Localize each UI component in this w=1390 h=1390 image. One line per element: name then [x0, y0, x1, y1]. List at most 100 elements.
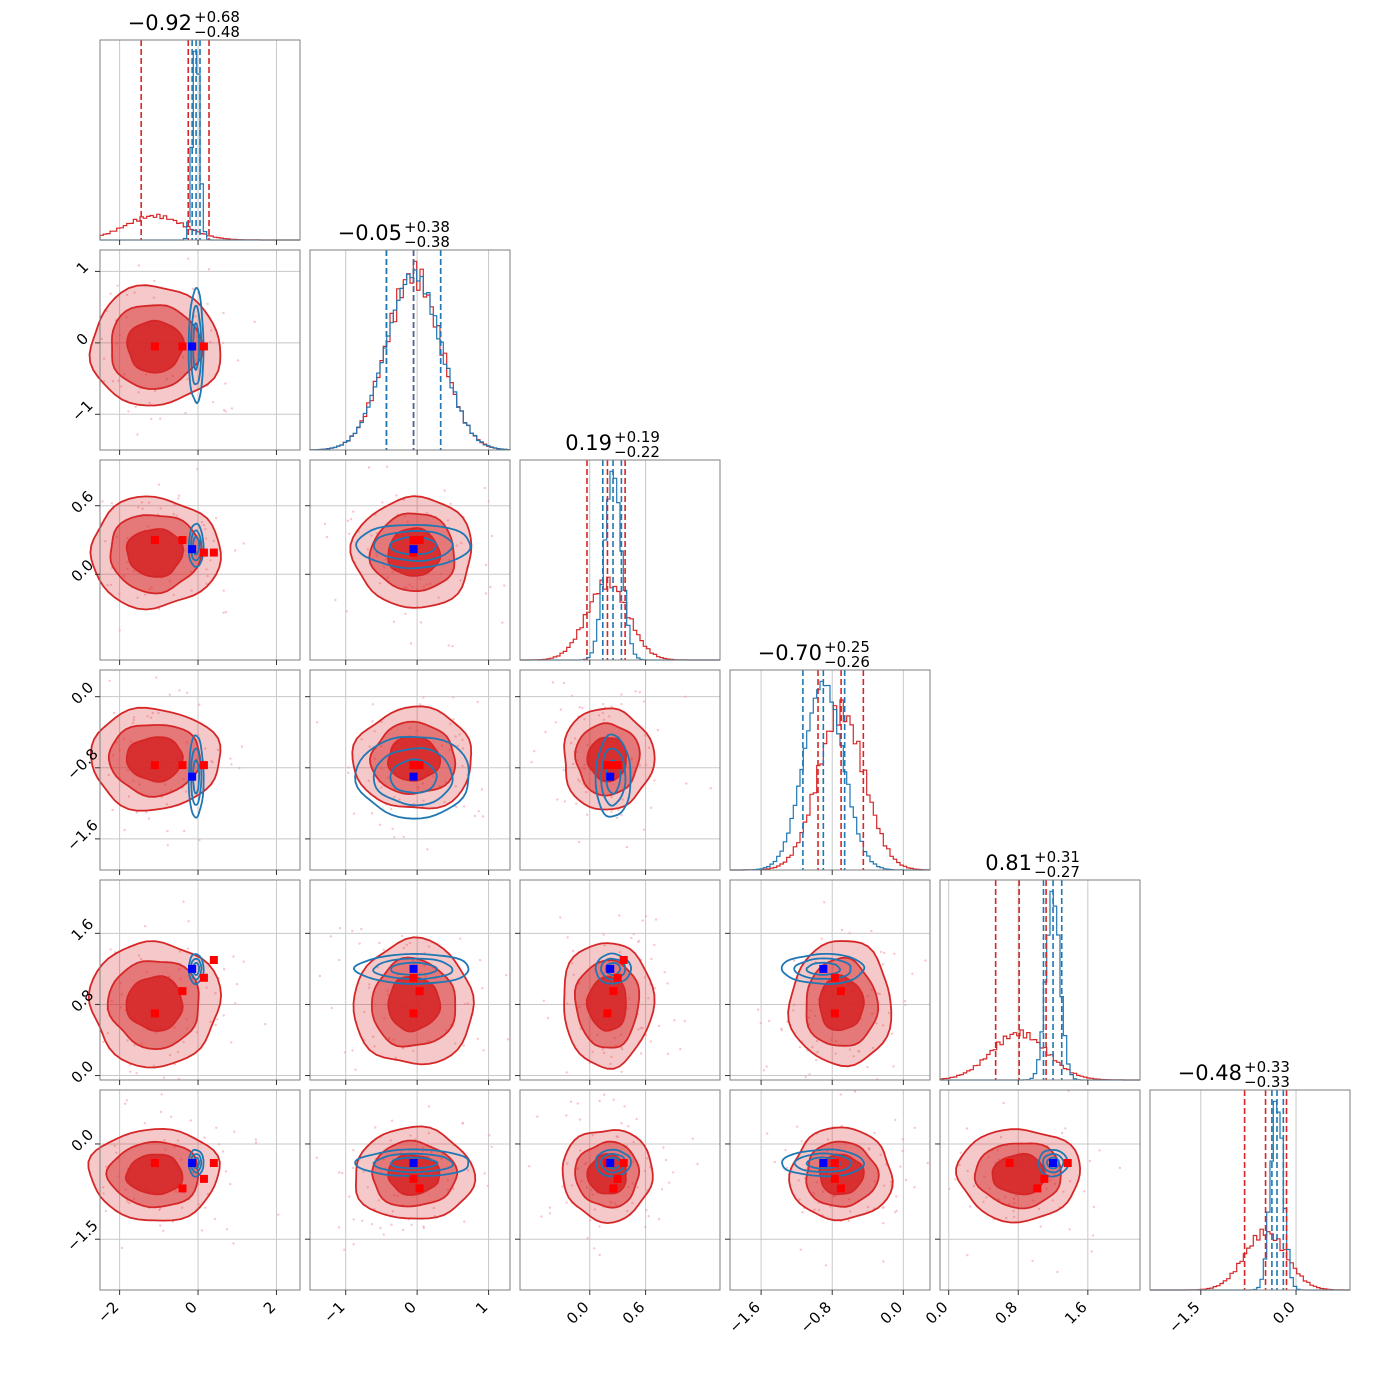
marker-red: [603, 1009, 612, 1018]
scatter-point-red: [338, 927, 342, 930]
scatter-point-red: [1068, 1228, 1071, 1231]
marker-blue: [819, 1159, 828, 1168]
scatter-point-red: [176, 1139, 180, 1142]
scatter-point-red: [126, 1200, 129, 1203]
scatter-point-red: [617, 808, 620, 812]
marker-red: [609, 987, 618, 996]
scatter-point-red: [621, 1048, 624, 1051]
scatter-point-red: [635, 1117, 638, 1121]
scatter-point-red: [610, 705, 613, 708]
contour-blue: [389, 758, 438, 794]
scatter-point-red: [889, 1180, 893, 1184]
scatter-point-red: [390, 1223, 393, 1226]
panel-frame: [99, 1089, 301, 1291]
scatter-point-red: [612, 1098, 615, 1101]
scatter-point-red: [101, 500, 104, 503]
contour-blue: [780, 953, 866, 986]
scatter-point-red: [162, 1229, 165, 1233]
scatter-point-red: [112, 711, 116, 715]
scatter-point-red: [352, 1166, 355, 1170]
scatter-point-red: [792, 1003, 796, 1006]
scatter-point-red: [140, 957, 143, 961]
marker-red: [178, 761, 187, 770]
marker-blue: [1049, 1159, 1058, 1168]
scatter-point-red: [653, 987, 657, 990]
param-title-plus: +0.25: [824, 638, 870, 656]
scatter-point-red: [586, 813, 589, 816]
scatter-point-red: [601, 1048, 604, 1051]
x-tick-label: 1.6: [1061, 1298, 1091, 1328]
scatter-point-red: [891, 1032, 894, 1035]
x-tick-label: 0.8: [991, 1298, 1021, 1328]
scatter-point-red: [800, 1140, 803, 1143]
scatter-point-red: [572, 762, 575, 766]
panel-4-3: [725, 879, 931, 1085]
x-tick-label: −2: [94, 1298, 122, 1326]
scatter-point-red: [150, 417, 153, 421]
x-tick-label: −0.8: [797, 1298, 835, 1336]
scatter-point-red: [643, 976, 647, 979]
scatter-point-red: [815, 1058, 818, 1062]
scatter-point-red: [664, 1158, 668, 1162]
scatter-point-red: [215, 1126, 218, 1130]
scatter-point-red: [882, 1260, 885, 1263]
scatter-point-red: [536, 1115, 539, 1118]
scatter-point-red: [959, 1151, 962, 1155]
scatter-point-red: [573, 737, 577, 740]
scatter-point-red: [797, 1179, 800, 1182]
scatter-point-red: [602, 702, 605, 706]
contour-blue: [390, 961, 439, 976]
marker-blue: [409, 1159, 418, 1168]
scatter-point-red: [351, 929, 354, 933]
marker-red: [409, 1009, 418, 1018]
panel-frame: [1149, 1089, 1351, 1291]
scatter-point-red: [484, 563, 488, 567]
scatter-point-red: [798, 1198, 801, 1201]
scatter-point-red: [683, 1019, 686, 1023]
scatter-point-red: [106, 1032, 110, 1035]
scatter-point-red: [136, 433, 139, 436]
scatter-point-red: [452, 1187, 455, 1191]
scatter-point-red: [618, 951, 622, 954]
scatter-point-red: [128, 1070, 132, 1073]
scatter-point-red: [644, 763, 648, 766]
scatter-point-red: [868, 1148, 871, 1151]
scatter-point-red: [216, 748, 220, 752]
scatter-point-red: [427, 1105, 431, 1108]
scatter-point-red: [110, 502, 114, 505]
scatter-point-red: [610, 1055, 613, 1059]
scatter-point-red: [576, 1102, 579, 1105]
scatter-point-red: [178, 950, 182, 953]
scatter-point-red: [115, 1151, 118, 1155]
scatter-point-red: [759, 1021, 762, 1025]
scatter-point-red: [173, 1063, 176, 1066]
param-title: −0.05: [338, 221, 402, 245]
scatter-point-red: [586, 1236, 589, 1240]
scatter-point-red: [449, 722, 452, 726]
scatter-point-red: [394, 1056, 397, 1060]
histogram-blue: [940, 890, 1140, 1081]
scatter-point-red: [598, 1253, 601, 1257]
scatter-point-red: [483, 1172, 486, 1175]
scatter-point-red: [666, 1052, 670, 1056]
scatter-point-red: [866, 1065, 869, 1069]
scatter-point-red: [352, 1149, 355, 1152]
contour-blue: [389, 535, 437, 556]
scatter-point-red: [371, 703, 374, 706]
scatter-point-red: [1064, 1127, 1067, 1130]
marker-red: [150, 536, 159, 544]
scatter-point-red: [462, 1044, 465, 1047]
panel-4-1: [305, 879, 511, 1085]
scatter-point-red: [182, 829, 186, 833]
scatter-point-red: [346, 519, 349, 522]
scatter-point-red: [684, 695, 687, 698]
panel-frame: [99, 669, 301, 871]
scatter-point-red: [325, 535, 329, 539]
scatter-point-red: [159, 1224, 162, 1227]
scatter-point-red: [593, 1208, 597, 1211]
y-tick-label: −1: [68, 397, 96, 425]
scatter-point-red: [362, 1170, 365, 1173]
scatter-point-red: [478, 958, 482, 962]
scatter-point-red: [1090, 1250, 1093, 1253]
scatter-point-red: [1031, 1259, 1034, 1263]
